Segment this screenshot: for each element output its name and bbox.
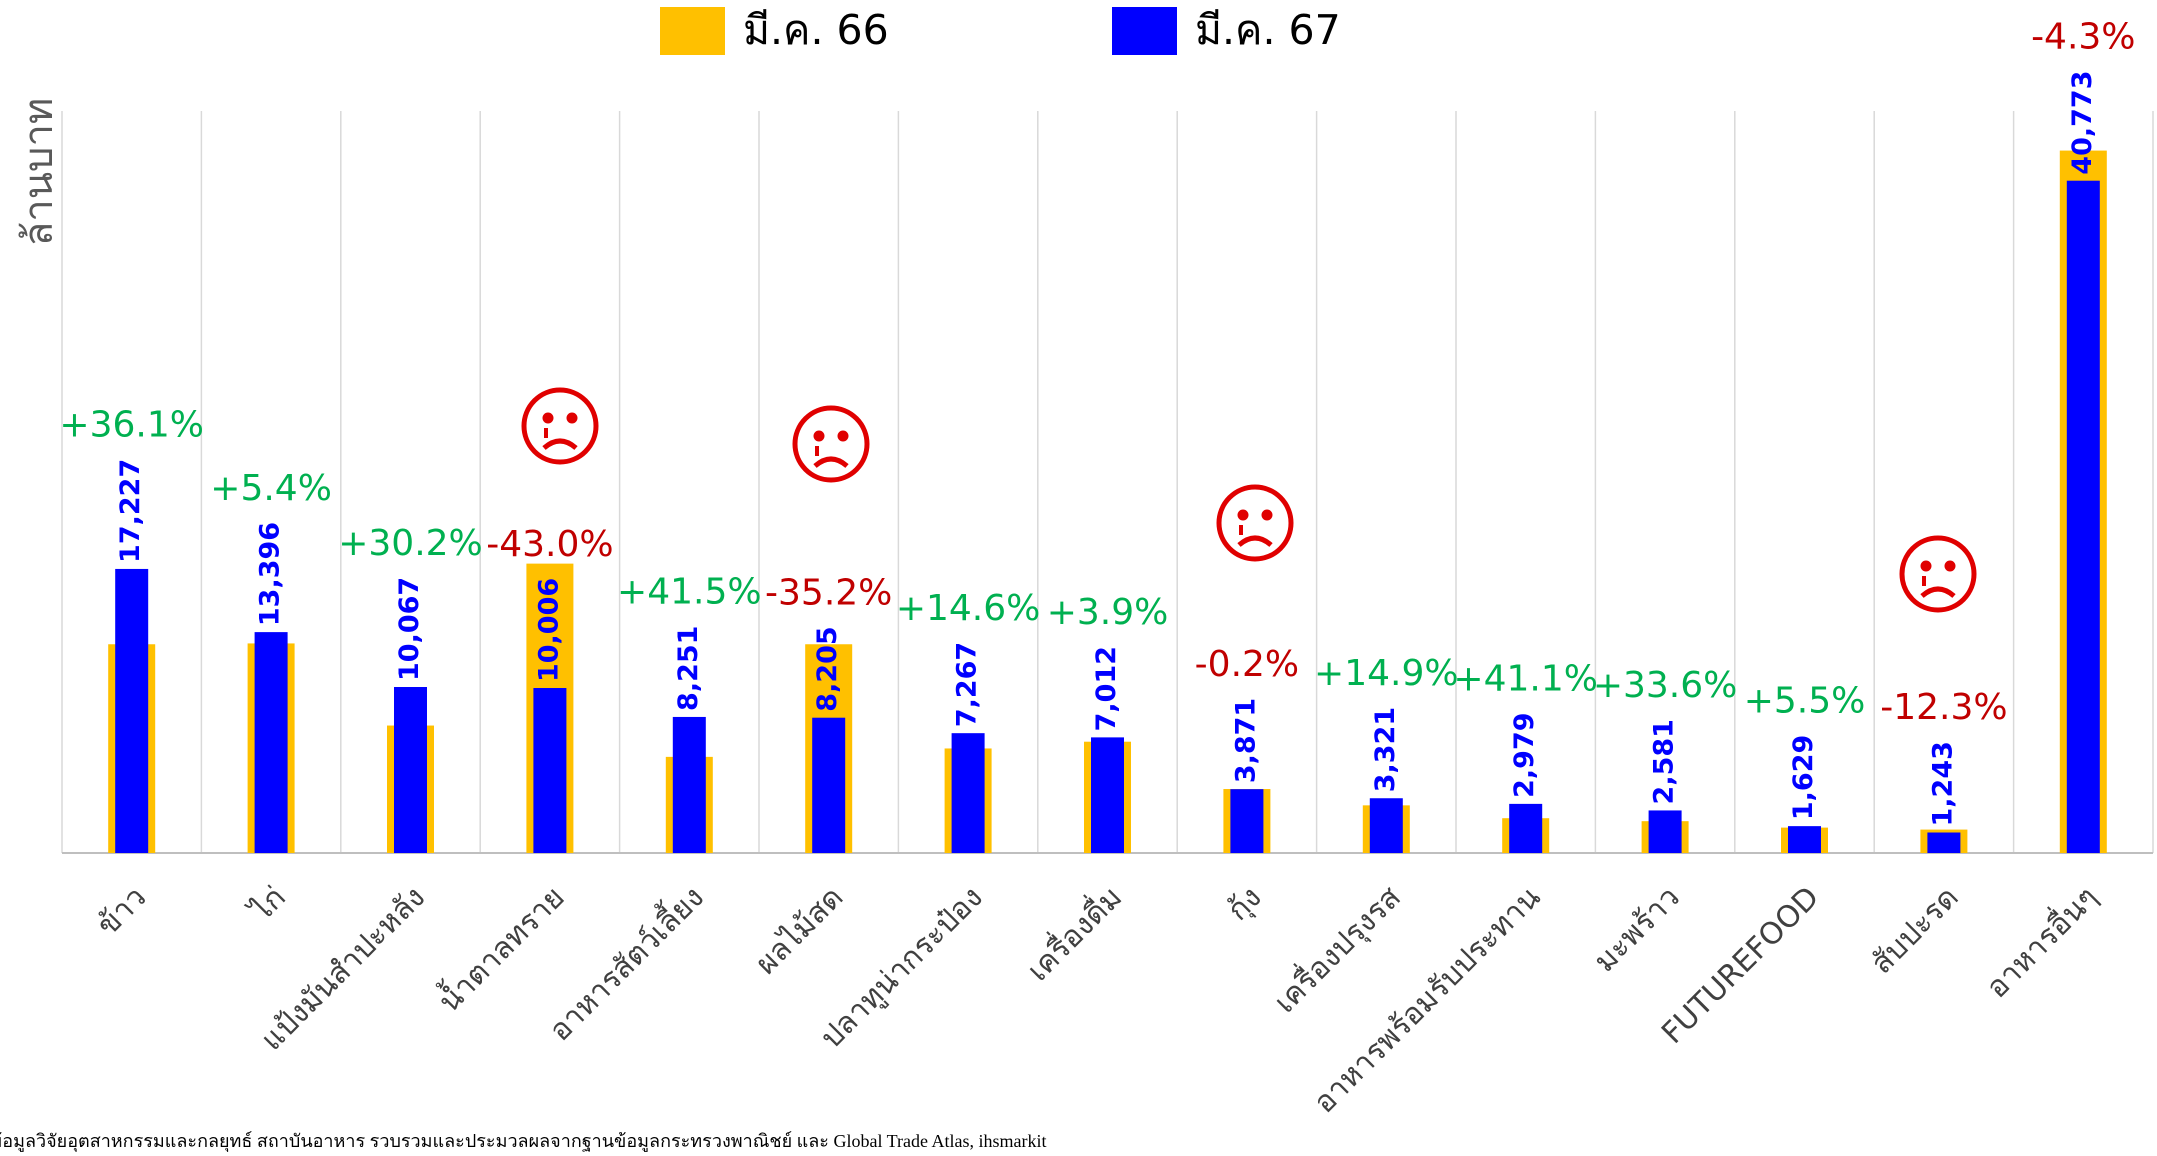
legend-label: มี.ค. 67 bbox=[1195, 6, 1341, 54]
bar bbox=[1369, 798, 1403, 853]
change-annotation: +30.2% bbox=[338, 523, 483, 564]
x-tick-label: น้ำตาลทราย bbox=[428, 876, 571, 1019]
bar bbox=[115, 568, 149, 853]
value-label: 2,581 bbox=[1649, 719, 1680, 804]
value-label: 17,227 bbox=[115, 459, 146, 563]
bar bbox=[1788, 826, 1821, 853]
value-label: 1,629 bbox=[1788, 735, 1819, 820]
bar bbox=[254, 632, 288, 853]
change-annotation: -0.2% bbox=[1195, 644, 1299, 685]
x-tick-label: ไก่ bbox=[242, 879, 292, 929]
change-annotation: +3.9% bbox=[1047, 592, 1169, 633]
sad-faces bbox=[521, 387, 1977, 613]
bar bbox=[1230, 789, 1264, 853]
bar bbox=[672, 716, 706, 853]
change-annotation: -43.0% bbox=[486, 524, 613, 565]
legend-swatch bbox=[1112, 7, 1177, 55]
change-annotation: -4.3% bbox=[2031, 16, 2135, 57]
sad-face bbox=[521, 387, 599, 465]
change-annotation: +41.5% bbox=[617, 572, 762, 613]
value-label: 1,243 bbox=[1927, 741, 1958, 826]
change-annotation: +36.1% bbox=[59, 405, 204, 446]
value-label: 7,267 bbox=[952, 642, 983, 727]
bar bbox=[1927, 832, 1961, 853]
x-tick-label: ผลไม้สด bbox=[748, 879, 850, 981]
value-label: 40,773 bbox=[2067, 70, 2098, 174]
value-label: 3,321 bbox=[1370, 707, 1401, 792]
sad-face bbox=[792, 405, 870, 483]
x-tick-label: อาหารอื่นๆ bbox=[1977, 877, 2105, 1005]
y-axis-label: ล้านบาท bbox=[16, 98, 62, 247]
sad-face bbox=[1216, 484, 1294, 562]
bar bbox=[951, 733, 985, 853]
change-annotation: +14.6% bbox=[896, 588, 1041, 629]
bar bbox=[1509, 803, 1543, 853]
x-tick-label: ข้าว bbox=[90, 880, 153, 943]
value-label: 7,012 bbox=[1091, 646, 1122, 731]
change-annotation: -35.2% bbox=[765, 572, 892, 613]
value-label: 2,979 bbox=[1509, 712, 1540, 797]
change-annotation: +33.6% bbox=[1593, 665, 1738, 706]
value-label: 10,006 bbox=[533, 578, 564, 682]
bar bbox=[533, 688, 567, 853]
change-annotation: +5.4% bbox=[210, 468, 332, 509]
legend-swatch bbox=[660, 7, 725, 55]
value-label: 8,251 bbox=[673, 626, 704, 711]
value-label: 3,871 bbox=[1230, 698, 1261, 783]
value-label: 8,205 bbox=[812, 626, 843, 711]
change-annotation: +14.9% bbox=[1314, 653, 1459, 694]
change-annotation: +5.5% bbox=[1744, 681, 1866, 722]
bar bbox=[812, 717, 846, 853]
x-tick-label: มะพร้าว bbox=[1587, 880, 1686, 979]
change-annotation: +41.1% bbox=[1453, 658, 1598, 699]
value-label: 10,067 bbox=[394, 577, 425, 681]
bar bbox=[1091, 737, 1124, 853]
legend-label: มี.ค. 66 bbox=[743, 6, 889, 54]
sad-face bbox=[1899, 535, 1977, 613]
x-tick-label: อาหารพร้อมรับประทาน bbox=[1307, 880, 1547, 1120]
source-note: ข้อมูลวิจัยอุตสาหกรรมและกลยุทธ์ สถาบันอา… bbox=[0, 1131, 1046, 1152]
x-tick-label: สับปะรด bbox=[1864, 880, 1965, 981]
x-tick-label: เครื่องปรุงรส bbox=[1265, 877, 1409, 1021]
value-label: 13,396 bbox=[255, 522, 286, 626]
bar bbox=[394, 687, 427, 853]
bar bbox=[1648, 810, 1682, 853]
x-tick-label: เครื่องดื่ม bbox=[1018, 877, 1129, 988]
change-annotation: -12.3% bbox=[1880, 687, 2007, 728]
bar bbox=[2066, 180, 2100, 853]
x-tick-label: กุ้ง bbox=[1221, 880, 1270, 929]
